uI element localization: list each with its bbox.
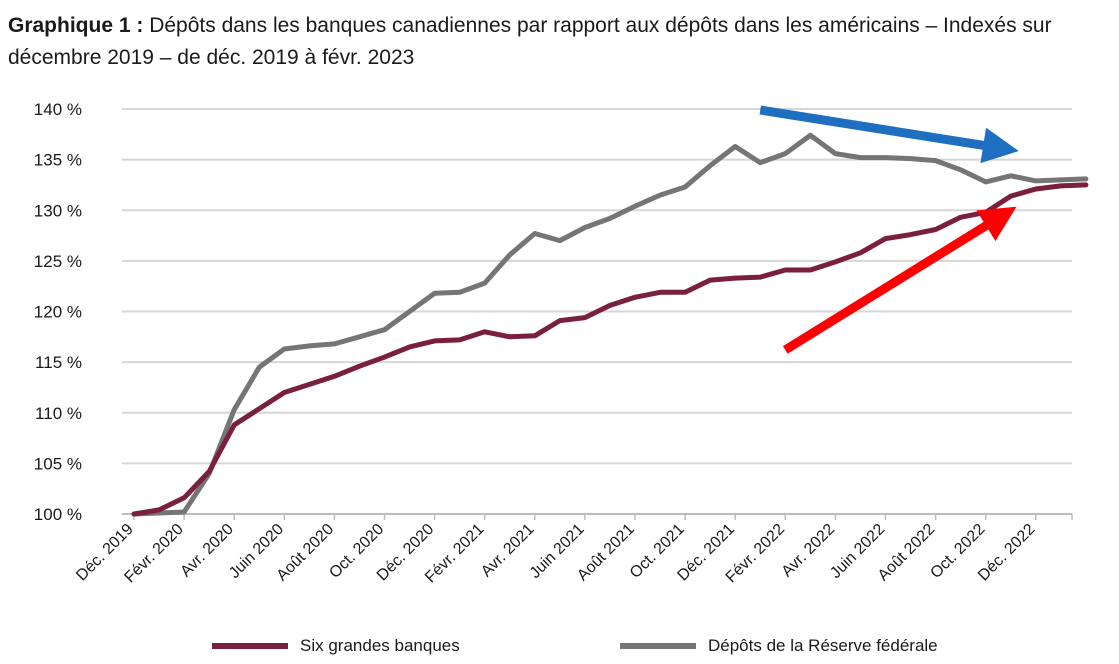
y-tick-label: 125 % — [34, 252, 82, 271]
legend-item-six-banks: Six grandes banques — [212, 636, 460, 656]
y-tick-label: 130 % — [34, 201, 82, 220]
legend-label-federal-reserve: Dépôts de la Réserve fédérale — [708, 636, 938, 655]
series-line-federal-reserve — [131, 132, 1089, 517]
trend-arrows — [759, 105, 1019, 354]
y-tick-label: 120 % — [34, 303, 82, 322]
red-trend-arrow — [782, 206, 1017, 354]
chart-title-text: Dépôts dans les banques canadiennes par … — [8, 14, 1052, 69]
series-lines — [131, 132, 1089, 517]
legend-label-six-banks: Six grandes banques — [300, 636, 460, 655]
legend-item-federal-reserve: Dépôts de la Réserve fédérale — [620, 636, 938, 656]
legend-swatch-six-banks — [212, 643, 288, 649]
y-axis-labels: 100 % 105 % 110 % 115 % 120 % 125 % 130 % 135 %… — [34, 100, 82, 524]
chart-title-prefix: Graphique 1 : — [8, 14, 144, 37]
chart-title: Graphique 1 : Dépôts dans les banques ca… — [8, 10, 1108, 74]
y-tick-label: 100 % — [34, 505, 82, 524]
series-line-six-banks — [131, 182, 1089, 517]
y-tick-label: 105 % — [34, 454, 82, 473]
blue-trend-arrow — [759, 105, 1019, 164]
y-tick-label: 115 % — [35, 353, 82, 372]
legend-swatch-federal-reserve — [620, 643, 696, 649]
y-tick-label: 110 % — [35, 404, 82, 423]
y-tick-label: 140 % — [34, 100, 82, 119]
y-tick-label: 135 % — [34, 151, 82, 170]
